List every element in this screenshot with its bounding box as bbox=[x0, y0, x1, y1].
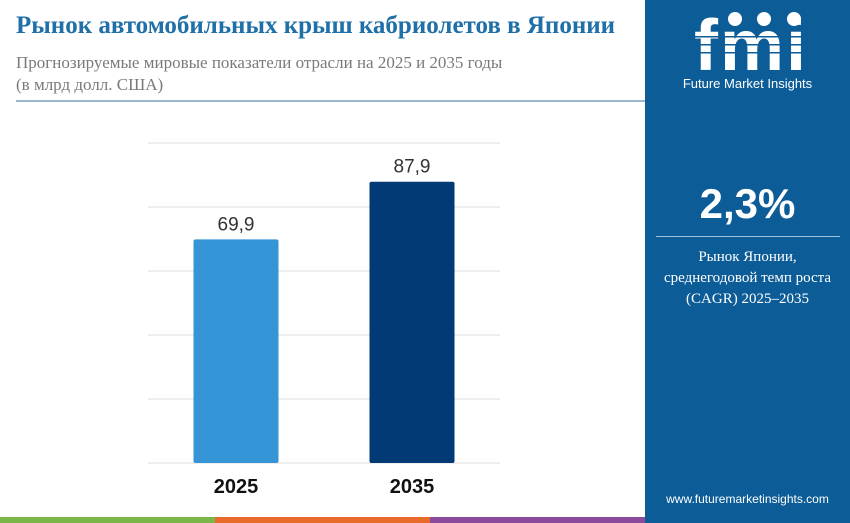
footer-segment-blue bbox=[645, 517, 850, 523]
data-label-2035: 87,9 bbox=[394, 157, 431, 178]
info-panel bbox=[645, 0, 850, 517]
logo-stripe bbox=[684, 44, 818, 46]
bar-chart: 69,9 2025 87,9 2035 bbox=[148, 142, 500, 498]
x-tick-2035: 2035 bbox=[390, 476, 435, 498]
chart-unit: (в млрд долл. США) bbox=[16, 75, 164, 94]
cagr-desc-line: среднегодовой темп роста bbox=[663, 270, 832, 286]
bar-2035 bbox=[369, 181, 455, 463]
footer-segment-purple bbox=[430, 517, 645, 523]
logo-dot-icon bbox=[787, 12, 801, 26]
fmi-logo: fmi bbox=[684, 8, 818, 86]
chart-panel: Рынок автомобильных крыш кабриолетов в Я… bbox=[16, 12, 645, 102]
website-link[interactable]: www.futuremarketinsights.com bbox=[666, 492, 829, 506]
footer-segment-green bbox=[0, 517, 215, 523]
chart-title: Рынок автомобильных крыш кабриолетов в Я… bbox=[16, 12, 616, 39]
logo-stripe bbox=[684, 36, 818, 38]
bar-2025 bbox=[193, 239, 279, 463]
footer-stripe bbox=[0, 517, 850, 523]
cagr-desc-line: Рынок Японии, bbox=[698, 249, 797, 265]
x-tick-2025: 2025 bbox=[214, 476, 259, 498]
title-divider bbox=[16, 100, 645, 102]
data-label-2025: 69,9 bbox=[218, 214, 255, 235]
logo-caption: Future Market Insights bbox=[682, 76, 813, 91]
cagr-divider bbox=[656, 236, 840, 237]
logo-dot-icon bbox=[728, 12, 742, 26]
chart-subtitle: Прогнозируемые мировые показатели отрасл… bbox=[16, 53, 503, 72]
footer-segment-orange bbox=[215, 517, 430, 523]
cagr-desc-line: (CAGR) 2025–2035 bbox=[686, 291, 809, 307]
cagr-value: 2,3% bbox=[699, 180, 796, 227]
logo-stripe bbox=[684, 52, 818, 54]
logo-dot-icon bbox=[757, 12, 771, 26]
cagr-description: Рынок Японии, среднегодовой темп роста (… bbox=[645, 247, 850, 310]
